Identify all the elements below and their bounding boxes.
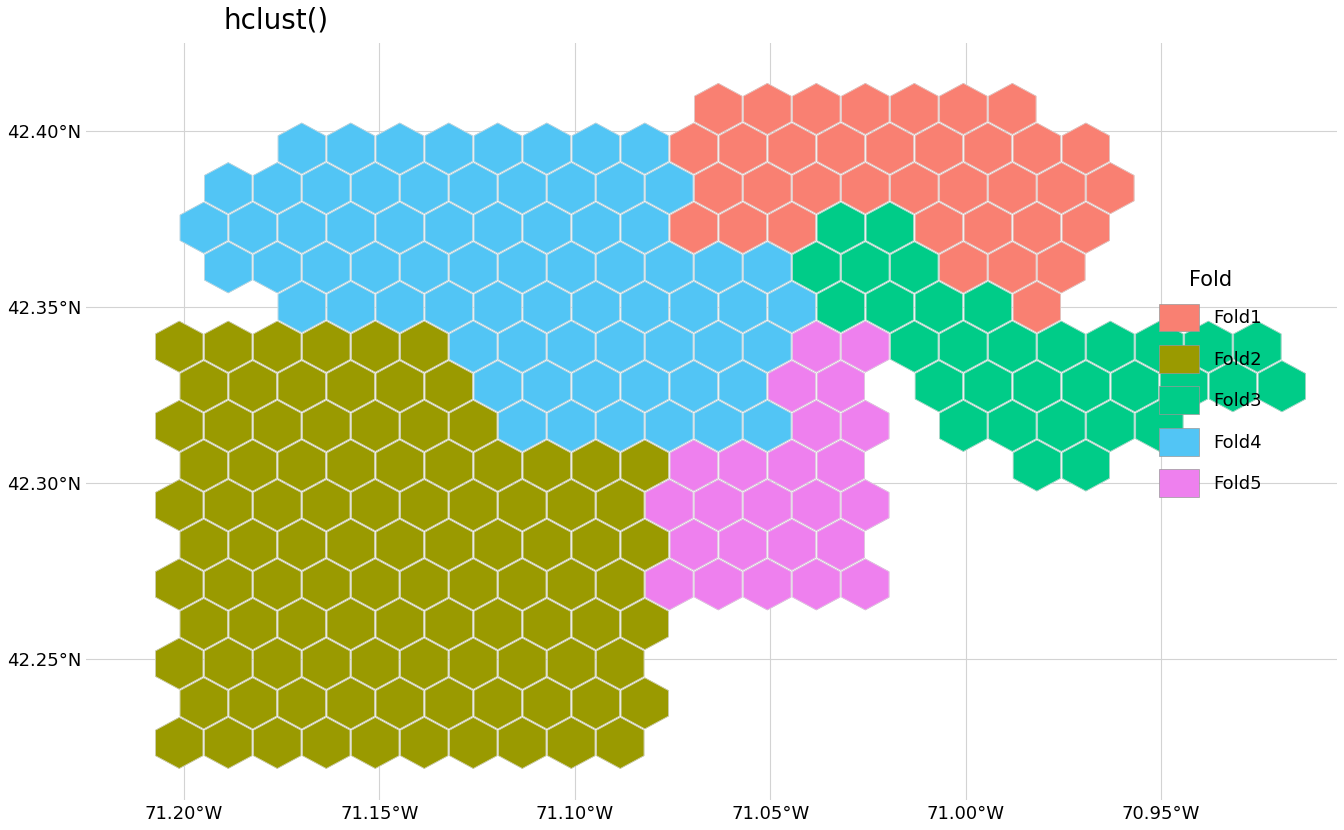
Text: hclust(): hclust(): [224, 7, 329, 35]
Legend: Fold1, Fold2, Fold3, Fold4, Fold5: Fold1, Fold2, Fold3, Fold4, Fold5: [1152, 263, 1270, 505]
